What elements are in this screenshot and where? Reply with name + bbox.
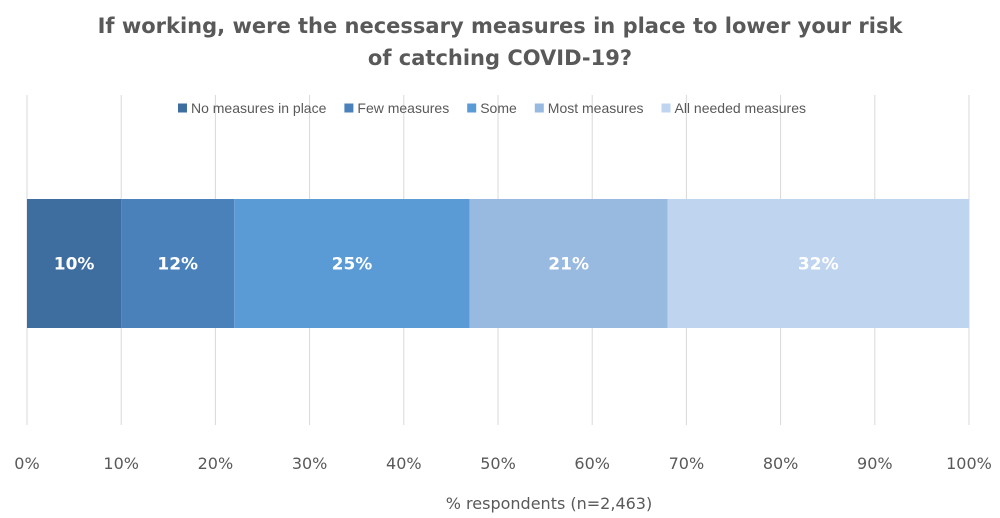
- legend-swatch: [534, 103, 544, 113]
- legend: No measures in place Few measures Some Most…: [177, 100, 806, 116]
- bar-segment: [469, 199, 668, 328]
- bar-segment: [667, 199, 969, 328]
- data-label: 32%: [798, 255, 839, 275]
- data-label: 21%: [548, 255, 589, 275]
- legend-label: All needed measures: [674, 100, 806, 116]
- x-tick-label: 100%: [946, 454, 992, 473]
- legend-label: No measures in place: [191, 100, 327, 116]
- data-label: 10%: [54, 255, 95, 275]
- legend-swatch: [661, 103, 671, 113]
- x-tick-label: 0%: [14, 454, 39, 473]
- x-axis-title: % respondents (n=2,463): [446, 494, 652, 513]
- x-axis-tick-labels: 0% 10% 20% 30% 40% 50% 60% 70% 80% 90% 100%: [14, 454, 992, 473]
- x-tick-label: 80%: [763, 454, 799, 473]
- legend-label: Most measures: [548, 100, 644, 116]
- bar-segments: [27, 199, 969, 328]
- data-labels: 10% 12% 25% 21% 32%: [54, 255, 839, 275]
- data-label: 25%: [332, 255, 373, 275]
- data-label: 12%: [157, 255, 198, 275]
- x-tick-label: 30%: [292, 454, 328, 473]
- chart-title-line-2: of catching COVID-19?: [367, 46, 633, 70]
- chart-title: If working, were the necessary measures …: [0, 10, 1000, 74]
- bar-segment: [234, 199, 470, 328]
- bar-segment: [27, 199, 122, 328]
- legend-swatch: [344, 103, 354, 113]
- x-tick-label: 70%: [669, 454, 705, 473]
- legend-swatch: [467, 103, 477, 113]
- legend-label: Few measures: [357, 100, 449, 116]
- x-tick-label: 90%: [857, 454, 893, 473]
- x-tick-label: 10%: [103, 454, 139, 473]
- legend-label: Some: [480, 100, 517, 116]
- x-tick-label: 60%: [574, 454, 610, 473]
- x-tick-label: 40%: [386, 454, 422, 473]
- chart-title-line-1: If working, were the necessary measures …: [97, 14, 903, 38]
- bar-segment: [121, 199, 235, 328]
- x-tick-label: 50%: [480, 454, 516, 473]
- x-tick-label: 20%: [198, 454, 234, 473]
- legend-swatch: [177, 103, 187, 113]
